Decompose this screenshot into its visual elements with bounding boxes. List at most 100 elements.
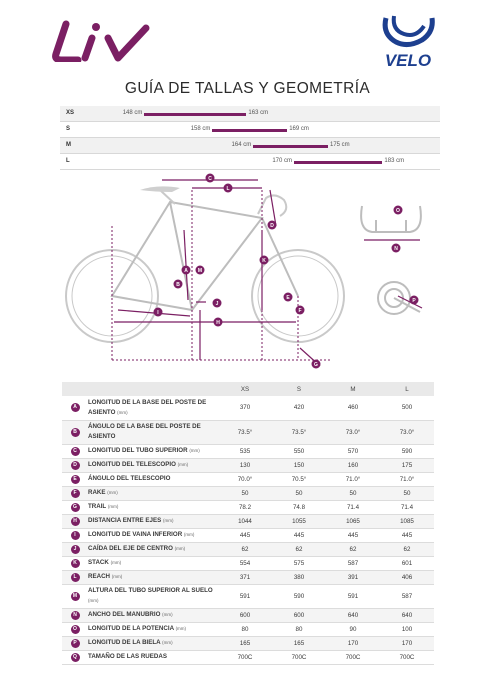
measure-value: 1065: [326, 514, 380, 529]
measure-name: LONGITUD DEL TUBO SUPERIOR (mm): [88, 444, 218, 459]
measure-name: TAMAÑO DE LAS RUEDAS: [88, 650, 218, 665]
letter-badge: J: [70, 544, 80, 554]
measure-unit: (mm): [162, 612, 173, 617]
handlebar-detail: [360, 205, 422, 233]
diagram-badge: [267, 220, 277, 230]
measure-value: 71.4: [326, 500, 380, 515]
measure-label: LONGITUD DE LA POTENCIA: [88, 625, 174, 632]
measure-value: 445: [326, 528, 380, 543]
diagram-letter: O: [396, 208, 400, 214]
letter-badge: O: [70, 624, 80, 634]
measure-value: 62: [380, 542, 434, 557]
letter-badge: M: [70, 591, 80, 601]
letter-badge: C: [70, 446, 80, 456]
geometry-row: K STACK (mm) 554 575 587 601: [62, 556, 434, 571]
measure-unit: (mm): [107, 490, 118, 495]
geometry-row: E ÁNGULO DEL TELESCOPIO 70.0° 70.5° 71.0° 71…: [62, 472, 434, 487]
diagram-badge: [295, 305, 305, 315]
letter-badge: B: [70, 427, 80, 437]
measure-value: 73.5°: [218, 420, 272, 445]
measure-label: TRAIL: [88, 503, 107, 510]
diagram-badge: [391, 243, 401, 253]
measure-value: 78.2: [218, 500, 272, 515]
letter-badge: A: [70, 403, 80, 413]
measure-value: 371: [218, 570, 272, 585]
diagram-badge: [205, 173, 215, 183]
diagram-badge: [311, 359, 321, 369]
size-range-bar: [144, 113, 247, 116]
measure-value: 73.0°: [380, 420, 434, 445]
measure-unit: (mm): [189, 448, 200, 453]
diagram-badge: [195, 265, 205, 275]
measure-name: STACK (mm): [88, 556, 218, 571]
geometry-row: O LONGITUD DE LA POTENCIA (mm) 80 80 90 100: [62, 622, 434, 637]
geometry-table: XS S M L A LONGITUD DE LA BASE DEL POSTE …: [62, 382, 434, 665]
measure-unit: (mm): [162, 518, 174, 523]
measure-value: 71.0°: [326, 472, 380, 487]
geometry-row: I LONGITUD DE VAINA INFERIOR (mm) 445 445 44…: [62, 528, 434, 543]
letter-badge: D: [70, 460, 80, 470]
measure-value: 1085: [380, 514, 434, 529]
diagram-letter: L: [226, 186, 229, 192]
measure-value: 73.5°: [272, 420, 326, 445]
diagram-letter: C: [208, 176, 212, 182]
measure-value: 420: [272, 396, 326, 421]
size-high-label: 169 cm: [289, 126, 309, 132]
measure-value: 575: [272, 556, 326, 571]
measure-value: 62: [272, 542, 326, 557]
measure-label: ANCHO DEL MANUBRIO: [88, 611, 161, 618]
diagram-letter: I: [157, 310, 159, 316]
measure-label: LONGITUD DE LA BASE DEL POSTE DE ASIENTO: [88, 398, 207, 416]
diagram-badge: [153, 307, 163, 317]
measure-unit: (mm): [107, 504, 119, 509]
column-header: M: [326, 382, 380, 396]
measure-value: 600: [272, 608, 326, 623]
size-label: S: [66, 126, 71, 132]
measure-value: 70.0°: [218, 472, 272, 487]
measure-name: RAKE (mm): [88, 486, 218, 501]
measure-name: ANCHO DEL MANUBRIO (mm): [88, 608, 218, 623]
measure-value: 150: [272, 458, 326, 473]
diagram-letter: E: [286, 295, 290, 301]
diagram-letter: P: [412, 298, 416, 304]
measure-name: LONGITUD DE LA POTENCIA (mm): [88, 622, 218, 637]
measure-value: 170: [380, 636, 434, 651]
letter-badge: H: [70, 516, 80, 526]
size-high-label: 175 cm: [330, 142, 350, 148]
measure-unit: (mm): [111, 574, 123, 579]
measure-value: 380: [272, 570, 326, 585]
measure-label: LONGITUD DE LA BIELA: [88, 639, 161, 646]
column-header: L: [380, 382, 434, 396]
measure-unit: (mm): [117, 409, 128, 415]
measure-label: ÁNGULO DE LA BASE DEL POSTE DE ASIENTO: [88, 423, 201, 440]
measure-label: LONGITUD DE VAINA INFERIOR: [88, 531, 183, 538]
diagram-letter: M: [198, 268, 202, 274]
measure-name: DISTANCIA ENTRE EJES (mm): [88, 514, 218, 529]
measure-value: 601: [380, 556, 434, 571]
diagram-badge: [213, 317, 223, 327]
measure-value: 700C: [326, 650, 380, 665]
measure-value: 391: [326, 570, 380, 585]
diagram-badge: [212, 298, 222, 308]
geometry-row: F RAKE (mm) 50 50 50 50: [62, 486, 434, 501]
size-range-bar: [253, 145, 328, 148]
saddle: [140, 186, 180, 192]
diagram-letter: B: [176, 282, 180, 288]
frame: [110, 200, 299, 312]
measure-value: 90: [326, 622, 380, 637]
measure-value: 587: [326, 556, 380, 571]
measure-label: RAKE: [88, 489, 106, 496]
measure-value: 591: [218, 584, 272, 609]
measure-unit: (mm): [88, 598, 99, 603]
size-range-row: L 170 cm 183 cm: [60, 154, 440, 170]
diagram-badge: [393, 205, 403, 215]
measure-value: 50: [326, 486, 380, 501]
letter-badge: I: [70, 530, 80, 540]
measure-value: 445: [272, 528, 326, 543]
measure-value: 1055: [272, 514, 326, 529]
size-low-label: 148 cm: [122, 110, 143, 116]
size-range-row: XS 148 cm 163 cm: [60, 106, 440, 122]
geometry-row: Q TAMAÑO DE LAS RUEDAS 700C 700C 700C 700C: [62, 650, 434, 665]
crank-detail: [377, 281, 411, 315]
measure-name: TRAIL (mm): [88, 500, 218, 515]
